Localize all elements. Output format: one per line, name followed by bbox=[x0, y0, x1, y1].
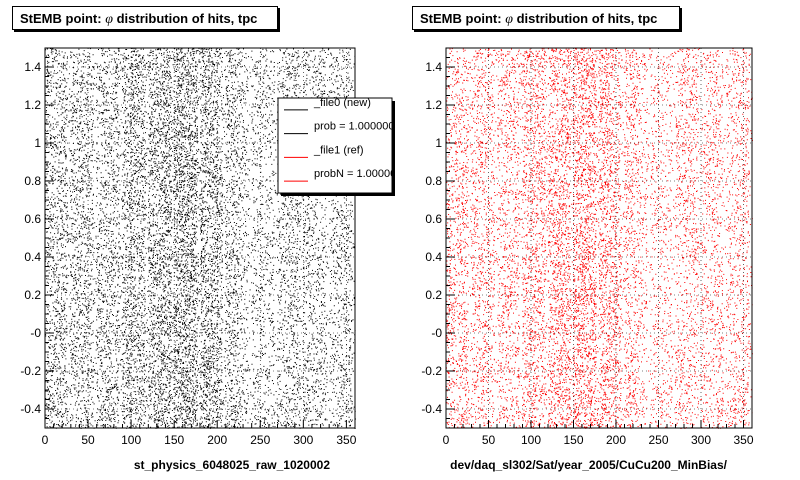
y-tick-label: 0.4 bbox=[24, 250, 41, 264]
right-chart-title: StEMB point: φ distribution of hits, tpc bbox=[412, 6, 680, 30]
right-title-phi-symbol: φ bbox=[505, 12, 513, 27]
legend-entry-label: probN = 1.000000 bbox=[314, 168, 402, 180]
x-tick-label: 150 bbox=[563, 433, 583, 447]
y-tick-label: 1 bbox=[435, 136, 442, 150]
x-tick-label: 300 bbox=[691, 433, 711, 447]
x-tick-label: 150 bbox=[164, 433, 184, 447]
x-tick-label: 300 bbox=[293, 433, 313, 447]
x-tick-label: 50 bbox=[482, 433, 496, 447]
x-axis-title-1: dev/daq_sl302/Sat/year_2005/CuCu200_MinB… bbox=[450, 458, 727, 472]
y-tick-label: 1.2 bbox=[24, 98, 41, 112]
x-tick-label: 0 bbox=[443, 433, 450, 447]
x-axis-0: 0 50 100 150 200 250 300 350 bbox=[42, 420, 357, 447]
y-axis-1: -0.4 -0.2 -0 0.2 0.4 0.6 0.8 1 1.2 1.4 bbox=[421, 47, 455, 429]
left-title-phi-symbol: φ bbox=[105, 12, 113, 27]
left-chart-title: StEMB point: φ distribution of hits, tpc bbox=[12, 6, 278, 30]
x-tick-label: 50 bbox=[81, 433, 95, 447]
y-tick-label: 0.4 bbox=[425, 250, 442, 264]
x-tick-label: 250 bbox=[648, 433, 668, 447]
x-tick-label: 100 bbox=[521, 433, 541, 447]
right-title-prefix: StEMB point: bbox=[420, 11, 502, 26]
x-tick-label: 200 bbox=[606, 433, 626, 447]
y-axis-0: -0.4 -0.2 -0 0.2 0.4 0.6 0.8 1 1.2 1.4 bbox=[20, 47, 54, 429]
y-tick-label: 1.2 bbox=[425, 98, 442, 112]
x-tick-label: 200 bbox=[207, 433, 227, 447]
right-title-suffix: distribution of hits, tpc bbox=[516, 11, 658, 26]
scatter-points-0 bbox=[45, 48, 356, 429]
y-tick-label: 1.4 bbox=[425, 60, 442, 74]
left-chart: 0 50 100 150 200 250 300 350 -0.4 -0.2 -0 0.2 0.4 0.6… bbox=[20, 47, 357, 472]
legend-entry-label: _file1 (ref) bbox=[313, 144, 364, 156]
y-tick-label: 0.2 bbox=[425, 288, 442, 302]
y-tick-label: 0.6 bbox=[425, 212, 442, 226]
x-tick-label: 350 bbox=[733, 433, 753, 447]
right-chart: 0 50 100 150 200 250 300 350 -0.4 -0.2 -0 0.2 0.4 0.6… bbox=[421, 47, 754, 472]
x-tick-label: 100 bbox=[121, 433, 141, 447]
y-tick-label: 0.2 bbox=[24, 288, 41, 302]
x-tick-label: 250 bbox=[250, 433, 270, 447]
y-tick-label: -0.4 bbox=[20, 402, 41, 416]
x-tick-label: 0 bbox=[42, 433, 49, 447]
legend-entry-label: prob = 1.000000 bbox=[314, 121, 394, 133]
legend-box bbox=[277, 97, 393, 194]
y-tick-label: 0.6 bbox=[24, 212, 41, 226]
y-tick-label: -0 bbox=[431, 326, 442, 340]
x-axis-1: 0 50 100 150 200 250 300 350 bbox=[443, 420, 754, 447]
legend-entry-label: _file0 (new) bbox=[313, 97, 371, 109]
left-title-suffix: distribution of hits, tpc bbox=[116, 11, 258, 26]
scatter-series-0 bbox=[45, 48, 356, 429]
left-title-prefix: StEMB point: bbox=[20, 11, 102, 26]
x-tick-label: 350 bbox=[336, 433, 356, 447]
y-tick-label: -0 bbox=[30, 326, 41, 340]
y-tick-label: 1 bbox=[34, 136, 41, 150]
y-tick-label: -0.2 bbox=[20, 364, 41, 378]
y-tick-label: 0.8 bbox=[24, 174, 41, 188]
y-tick-label: -0.4 bbox=[421, 402, 442, 416]
y-tick-label: 0.8 bbox=[425, 174, 442, 188]
y-tick-label: 1.4 bbox=[24, 60, 41, 74]
y-tick-label: -0.2 bbox=[421, 364, 442, 378]
legend-layer: _file0 (new) prob = 1.000000 _file1 (ref) p… bbox=[277, 97, 402, 196]
x-axis-title-0: st_physics_6048025_raw_1020002 bbox=[134, 458, 330, 472]
grid-1 bbox=[445, 48, 752, 428]
